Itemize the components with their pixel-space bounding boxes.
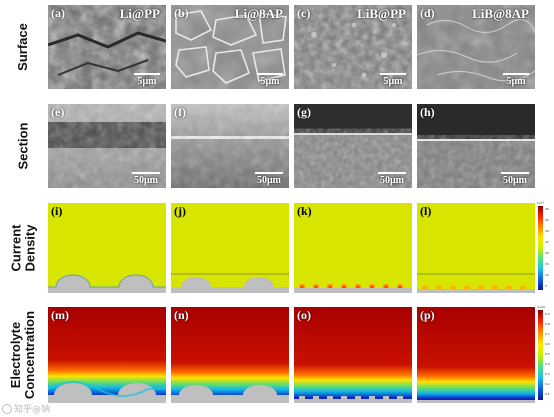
colorbar-electrolyte-unit: mol/L xyxy=(537,305,546,309)
panel-f: (f) 50μm xyxy=(171,104,289,188)
panel-title: LiB@PP xyxy=(357,6,406,21)
panel-title: Li@8AP xyxy=(234,6,283,21)
panel-label: (a) xyxy=(51,6,65,20)
sem-surface-image xyxy=(48,5,166,89)
panel-label: (e) xyxy=(51,105,65,119)
panel-label: (m) xyxy=(51,308,69,322)
electrolyte-concentration-map xyxy=(417,307,535,403)
sem-section-image xyxy=(294,104,412,188)
current-density-map xyxy=(417,203,535,293)
colorbar-current xyxy=(538,206,543,290)
electrolyte-concentration-map xyxy=(171,307,289,403)
panel-g: (g) 50μm xyxy=(294,104,412,188)
row-label-section: Section xyxy=(15,122,30,170)
row-label-surface: Surface xyxy=(15,23,31,71)
scale-bar: 5μm xyxy=(380,73,406,87)
panel-k: (k) xyxy=(294,203,412,293)
panel-label: (f) xyxy=(174,105,186,119)
panel-label: (g) xyxy=(297,105,311,119)
current-density-map xyxy=(171,203,289,293)
scale-bar: 50μm xyxy=(501,172,529,186)
colorbar-current-ticks: 40 35 30 25 20 15 10 5 xyxy=(545,207,549,288)
panel-label: (h) xyxy=(420,105,435,119)
panel-c: (c) LiB@PP 5μm xyxy=(294,5,412,89)
panel-i: (i) xyxy=(48,203,166,293)
scale-bar: 50μm xyxy=(132,172,160,186)
colorbar-electrolyte-ticks: 0.9 0.8 0.7 0.6 0.5 0.4 0.3 0.2 0.1 xyxy=(545,312,550,396)
scale-bar: 5μm xyxy=(134,73,160,87)
sem-surface-image xyxy=(417,5,535,89)
panel-p: (p) xyxy=(417,307,535,403)
row-label-current-density: Current Density xyxy=(8,224,37,272)
panel-o: (o) xyxy=(294,307,412,403)
watermark: 知乎@钠 xyxy=(2,402,50,415)
panel-m: (m) xyxy=(48,307,166,403)
electrolyte-concentration-map xyxy=(294,307,412,403)
row-label-electrolyte-concentration: Electrolyte Concentration xyxy=(8,310,37,400)
panel-l: (l) xyxy=(417,203,535,293)
panel-label: (n) xyxy=(174,308,189,322)
panel-label: (o) xyxy=(297,308,311,322)
scale-bar: 50μm xyxy=(378,172,406,186)
panel-label: (i) xyxy=(51,204,63,218)
current-density-map xyxy=(48,203,166,293)
panel-h: (h) 50μm xyxy=(417,104,535,188)
sem-section-image xyxy=(171,104,289,188)
panel-label: (p) xyxy=(420,308,435,322)
sem-surface-image xyxy=(171,5,289,89)
sem-section-image xyxy=(417,104,535,188)
electrolyte-concentration-map xyxy=(48,307,166,403)
colorbar-current-unit: A/m² xyxy=(537,201,545,205)
panel-e: (e) 50μm xyxy=(48,104,166,188)
panel-title: LiB@8AP xyxy=(472,6,529,21)
scale-bar: 5μm xyxy=(503,73,529,87)
scale-bar: 5μm xyxy=(257,73,283,87)
panel-n: (n) xyxy=(171,307,289,403)
panel-label: (d) xyxy=(420,6,435,20)
panel-label: (l) xyxy=(420,204,432,218)
watermark-logo-icon xyxy=(2,403,12,414)
colorbar-electrolyte xyxy=(538,310,543,400)
current-density-map xyxy=(294,203,412,293)
panel-d: (d) LiB@8AP 5μm xyxy=(417,5,535,89)
scale-bar: 50μm xyxy=(255,172,283,186)
panel-j: (j) xyxy=(171,203,289,293)
panel-title: Li@PP xyxy=(119,6,160,21)
panel-a: (a) Li@PP 5μm xyxy=(48,5,166,89)
panel-label: (k) xyxy=(297,204,312,218)
panel-label: (b) xyxy=(174,6,189,20)
sem-section-image xyxy=(48,104,166,188)
panel-label: (c) xyxy=(297,6,311,20)
panel-b: (b) Li@8AP 5μm xyxy=(171,5,289,89)
panel-label: (j) xyxy=(174,204,186,218)
sem-surface-image xyxy=(294,5,412,89)
